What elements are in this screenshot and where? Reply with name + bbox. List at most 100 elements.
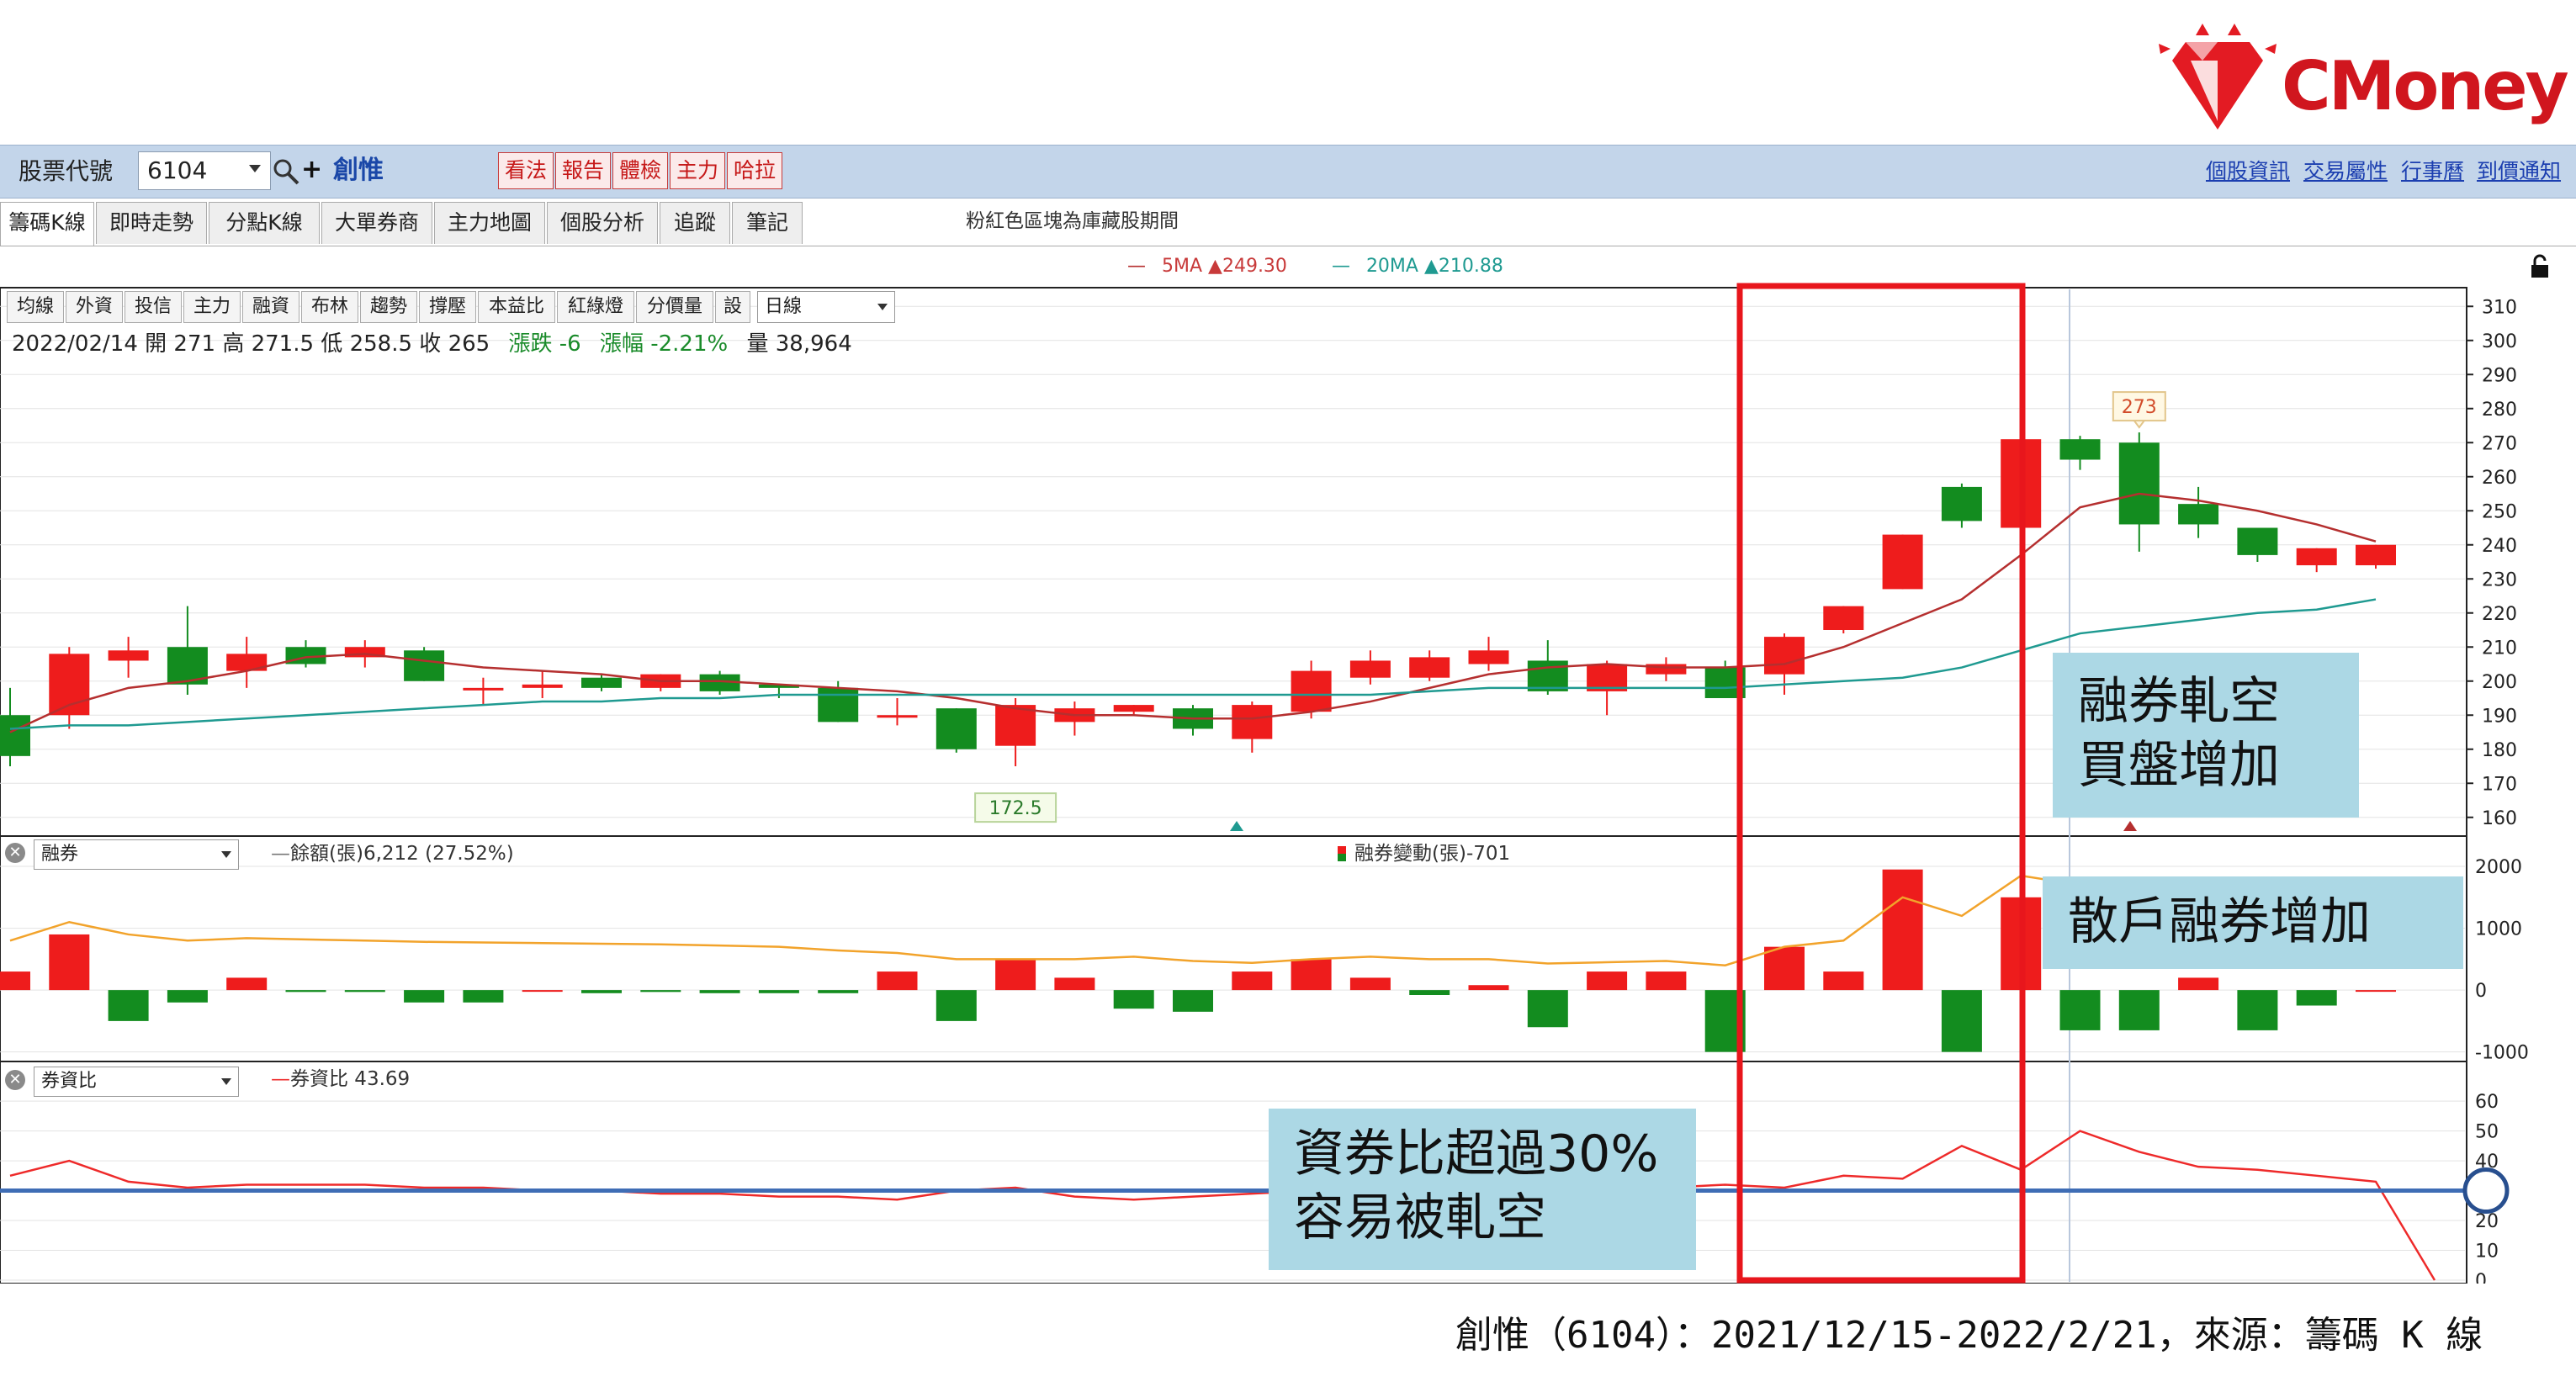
close-icon[interactable]: ✕ [5, 843, 25, 863]
indicator-button[interactable]: 本益比 [478, 291, 555, 323]
source-caption: 創惟（6104）：2021/12/15-2022/2/21，來源：籌碼 K 線 [1455, 1314, 2483, 1357]
close-icon[interactable]: ✕ [5, 1070, 25, 1090]
annotation-line: 容易被軋空 [1294, 1188, 1546, 1247]
indicator-button[interactable]: 撐壓 [419, 291, 476, 323]
short-balance-legend: —餘額(張)6,212 (27.52%) [271, 839, 514, 868]
short-change-bar [404, 990, 445, 1003]
period-start-marker [1230, 821, 1243, 831]
indicator-button[interactable]: 紅綠燈 [557, 291, 634, 323]
tab-big-brokers[interactable]: 大單券商 [321, 202, 432, 244]
candle [1468, 637, 1509, 671]
short-change-bar [108, 990, 149, 1021]
indicator-button[interactable]: 設 [715, 291, 750, 323]
ohlc-change-label: 漲跌 [508, 331, 553, 357]
checkup-button[interactable]: 體檢 [612, 152, 668, 189]
tab-main-force-map[interactable]: 主力地圖 [434, 202, 545, 244]
indicator-button[interactable]: 融資 [242, 291, 299, 323]
short-change-bar [1349, 977, 1391, 991]
short-panel-select-value: 融券 [41, 844, 79, 865]
tab-realtime[interactable]: 即時走勢 [96, 202, 207, 244]
report-button[interactable]: 報告 [555, 152, 611, 189]
price-tick-label: 170 [2482, 774, 2517, 795]
ohlc-open-label: 開 [145, 331, 167, 357]
price-tick-label: 160 [2482, 808, 2517, 829]
link-trading-attributes[interactable]: 交易屬性 [2303, 159, 2388, 183]
short-change-bar [1823, 971, 1864, 991]
candle [2237, 527, 2278, 562]
period-select[interactable]: 日線 [757, 291, 895, 323]
link-stock-info[interactable]: 個股資訊 [2206, 159, 2291, 183]
ratio-tick-label: 50 [2475, 1122, 2499, 1143]
period-select-value: 日線 [765, 296, 803, 317]
short-change-bar [581, 990, 622, 993]
lock-icon[interactable] [2529, 254, 2551, 279]
diamond-icon [2159, 24, 2277, 130]
legend-line-icon: — [271, 843, 290, 865]
stock-code-input[interactable]: 6104 [138, 151, 271, 190]
ma5-line [9, 492, 2377, 733]
chevron-down-icon [221, 1078, 231, 1085]
candle [1291, 660, 1332, 719]
link-price-alert[interactable]: 到價通知 [2477, 159, 2562, 183]
chat-button[interactable]: 哈拉 [727, 152, 782, 189]
chevron-down-icon [221, 851, 231, 858]
logo-text: CMoney [2282, 47, 2569, 125]
candle [1173, 705, 1213, 736]
indicator-button[interactable]: 外資 [66, 291, 123, 323]
ohlc-high-label: 高 [222, 331, 245, 357]
tab-chip-kline[interactable]: 籌碼K線 [0, 202, 94, 246]
price-tick-label: 200 [2482, 672, 2517, 693]
svg-text:273: 273 [2122, 397, 2157, 418]
opinion-button[interactable]: 看法 [498, 152, 554, 189]
price-tick-label: 210 [2482, 638, 2517, 659]
search-icon[interactable] [271, 156, 301, 187]
ohlc-info: 2022/02/14 開 271 高 271.5 低 258.5 收 265 漲… [12, 330, 852, 358]
short-panel-select[interactable]: 融券 [34, 839, 239, 870]
tab-track[interactable]: 追蹤 [660, 202, 730, 244]
candle [0, 687, 30, 766]
candle [2059, 436, 2101, 470]
ratio-axis-ticks: 6050403020100 [2475, 1092, 2499, 1284]
tab-branch-kline[interactable]: 分點K線 [209, 202, 320, 244]
legend-bar-icon [1338, 846, 1346, 861]
ohlc-pct-label: 漲幅 [599, 331, 644, 357]
ohlc-low: 258.5 [349, 331, 413, 357]
indicator-button[interactable]: 主力 [183, 291, 241, 323]
ratio-legend-text: 券資比 43.69 [290, 1068, 411, 1090]
annotation-line: 資券比超過30% [1294, 1125, 1659, 1183]
indicator-button[interactable]: 分價量 [636, 291, 713, 323]
indicator-button[interactable]: 趨勢 [360, 291, 417, 323]
chevron-down-icon[interactable] [249, 165, 261, 172]
tab-stock-analysis[interactable]: 個股分析 [547, 202, 658, 244]
link-calendar[interactable]: 行事曆 [2401, 159, 2465, 183]
short-change-bar [818, 990, 859, 993]
stock-code-label: 股票代號 [19, 157, 114, 185]
indicator-button[interactable]: 均線 [7, 291, 64, 323]
short-change-bar [1054, 977, 1095, 991]
tab-notes[interactable]: 筆記 [732, 202, 803, 244]
main-force-button[interactable]: 主力 [670, 152, 725, 189]
ma-legend: — 5MA ▲249.30 — 20MA ▲210.88 [1127, 254, 1503, 279]
ohlc-change: -6 [559, 331, 581, 357]
candle [285, 640, 326, 668]
short-change-legend: 融券變動(張)-701 [1338, 839, 1510, 868]
ma5-label: 5MA [1162, 256, 1203, 277]
short-change-bar [344, 990, 385, 993]
ratio-panel-select[interactable]: 券資比 [34, 1067, 239, 1097]
legend-line-icon: — [271, 1068, 290, 1090]
stock-name[interactable]: 創惟 [333, 156, 384, 185]
short-change-bar [463, 990, 504, 1003]
ratio-tick-label: 60 [2475, 1092, 2499, 1113]
period-end-marker [2123, 821, 2137, 831]
candle [1232, 701, 1273, 753]
short-change-bar [1764, 946, 1805, 991]
ratio-panel-select-value: 券資比 [41, 1071, 98, 1092]
high-marker: 273 [2112, 391, 2166, 429]
add-icon[interactable]: + [301, 155, 323, 184]
short-change-bar [1941, 990, 1982, 1052]
indicator-button[interactable]: 布林 [301, 291, 358, 323]
candle [818, 680, 859, 723]
price-tick-label: 280 [2482, 400, 2517, 421]
indicator-button[interactable]: 投信 [125, 291, 182, 323]
short-change-bar [1646, 971, 1687, 991]
